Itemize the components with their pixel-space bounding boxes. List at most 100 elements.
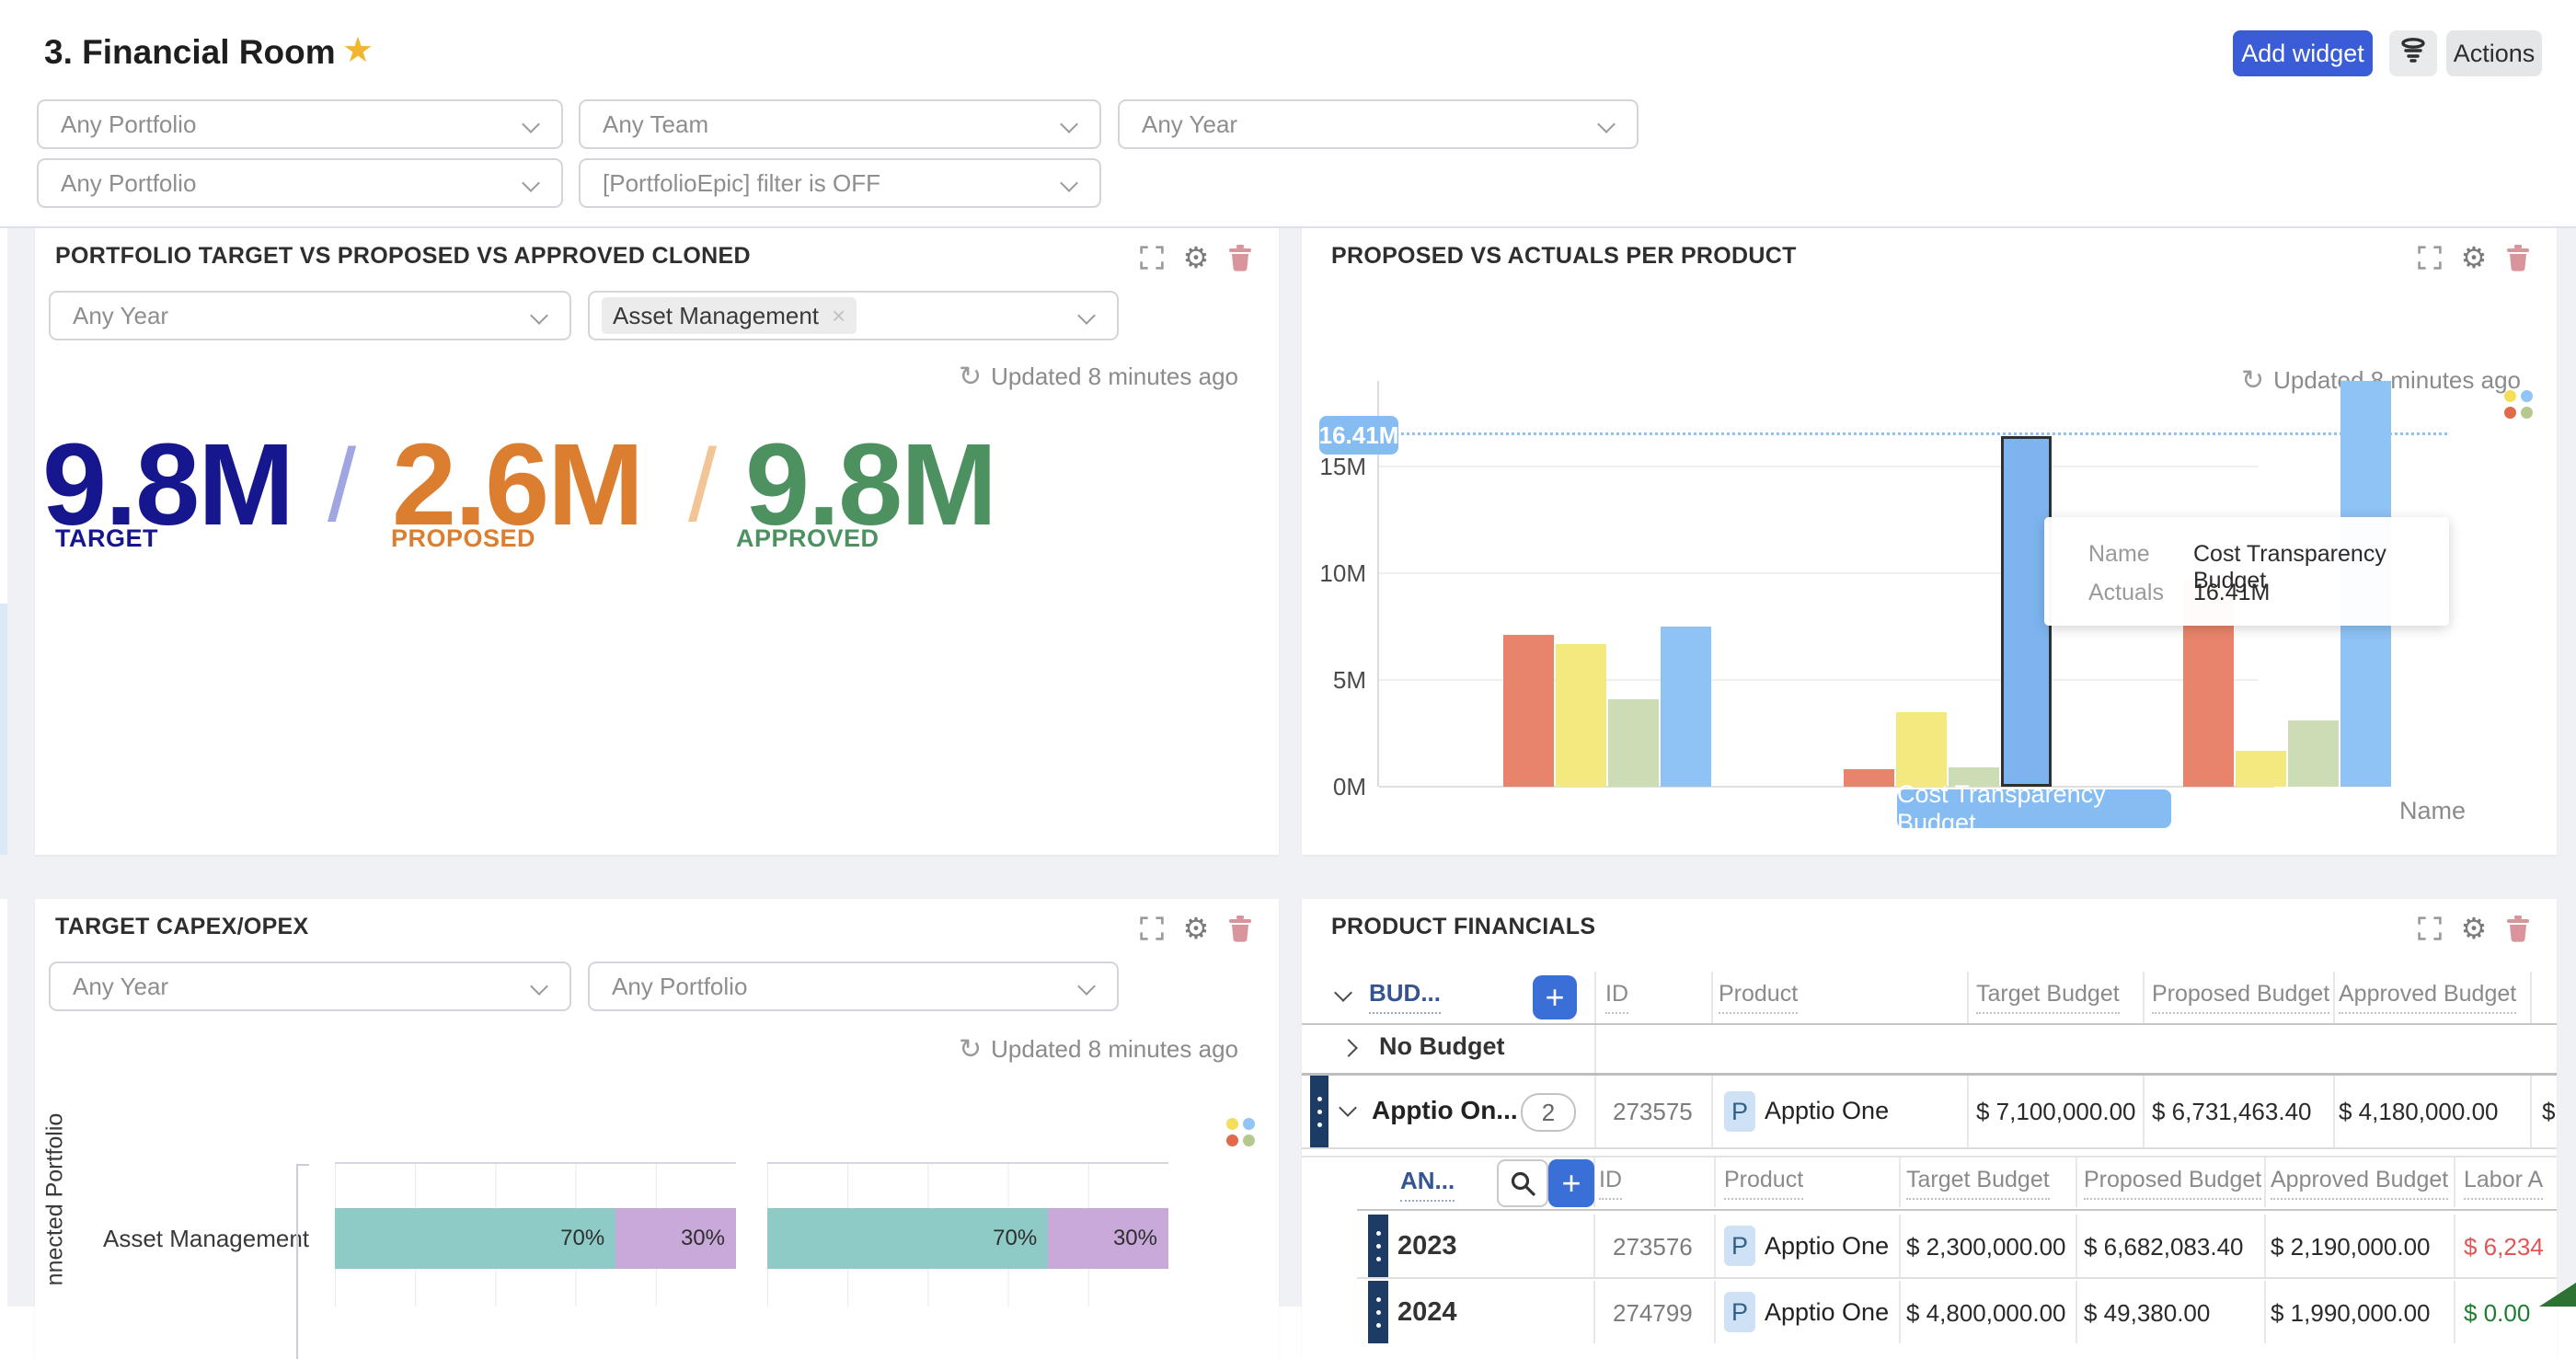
- filter-portfolioepic[interactable]: [PortfolioEpic] filter is OFF: [579, 158, 1101, 208]
- capex-segment[interactable]: 70%: [767, 1208, 1049, 1269]
- drag-handle[interactable]: [1368, 1215, 1388, 1277]
- cell-approved-budget: $ 4,180,000.00: [2339, 1098, 2499, 1125]
- funnel-icon: [2398, 35, 2429, 73]
- chevron-down-icon: [522, 174, 540, 192]
- gridline: [1379, 466, 2259, 467]
- filter-year[interactable]: Any Year: [1118, 99, 1639, 149]
- table-row-2023[interactable]: 2023 273576 P Apptio One $ 2,300,000.00 …: [1302, 1215, 2557, 1277]
- column-header-target[interactable]: Target Budget: [1976, 981, 2120, 1014]
- column-header-target[interactable]: Target Budget: [1906, 1167, 2050, 1200]
- cell-approved-budget: $ 1,990,000.00: [2271, 1299, 2431, 1327]
- chevron-right-icon[interactable]: [1340, 1039, 1358, 1057]
- highlight-threshold-line: [1380, 432, 2447, 435]
- divider: [1302, 1147, 2557, 1149]
- table-row-no-budget[interactable]: No Budget: [1302, 1025, 2557, 1073]
- column-header-approved[interactable]: Approved Budget: [2271, 1167, 2449, 1200]
- chevron-down-icon: [530, 306, 548, 325]
- left-peek-widget-2: [0, 899, 7, 1307]
- gear-icon[interactable]: ⚙: [2460, 241, 2488, 274]
- chevron-down-icon: [530, 977, 548, 996]
- nested-header-row: AN... + ID Product Target Budget Propose…: [1302, 1156, 2557, 1207]
- add-row-button[interactable]: +: [1533, 975, 1577, 1019]
- refresh-icon[interactable]: ↻: [2241, 364, 2265, 396]
- capex-segment[interactable]: 70%: [335, 1208, 616, 1269]
- favorite-star-icon[interactable]: ★: [342, 31, 374, 70]
- drag-handle[interactable]: [1368, 1281, 1388, 1343]
- column-header-product[interactable]: Product: [1724, 1167, 1804, 1200]
- filter-portfolio-2[interactable]: Any Portfolio: [37, 158, 563, 208]
- axis-bracket-tick: [296, 1164, 309, 1166]
- drag-handle[interactable]: [1310, 1076, 1328, 1147]
- cell-proposed-budget: $ 49,380.00: [2084, 1299, 2211, 1327]
- column-header-id[interactable]: ID: [1605, 981, 1628, 1014]
- expand-icon[interactable]: [1137, 243, 1167, 272]
- chevron-down-icon[interactable]: [1334, 984, 1352, 1002]
- gear-icon[interactable]: ⚙: [1182, 241, 1210, 274]
- chevron-down-icon[interactable]: [1339, 1099, 1357, 1117]
- widget-filter-portfolio[interactable]: Asset Management ×: [588, 291, 1119, 340]
- trash-icon[interactable]: [1225, 243, 1255, 272]
- capex-segment[interactable]: 30%: [1048, 1208, 1168, 1269]
- change-visualization-icon[interactable]: [2504, 390, 2533, 419]
- cell-product: Apptio One: [1765, 1298, 1890, 1326]
- tooltip-value: 16.41M: [2193, 580, 2271, 605]
- cell-product: Apptio One: [1765, 1097, 1890, 1124]
- search-button[interactable]: [1497, 1159, 1548, 1207]
- table-row-2024[interactable]: 2024 274799 P Apptio One $ 4,800,000.00 …: [1302, 1281, 2557, 1343]
- bar[interactable]: [1949, 767, 1999, 787]
- column-header-proposed[interactable]: Proposed Budget: [2084, 1167, 2262, 1200]
- gridline: [1379, 572, 2259, 574]
- bar[interactable]: [1556, 644, 1606, 787]
- widget-filter-year[interactable]: Any Year: [49, 291, 571, 340]
- bar[interactable]: [1661, 627, 1711, 787]
- filter-team[interactable]: Any Team: [579, 99, 1101, 149]
- gear-icon[interactable]: ⚙: [2460, 912, 2488, 945]
- trash-icon[interactable]: [2503, 243, 2533, 272]
- column-header-proposed[interactable]: Proposed Budget: [2152, 981, 2330, 1014]
- column-header-approved[interactable]: Approved Budget: [2339, 981, 2517, 1014]
- category-label: Asset Management: [103, 1225, 310, 1252]
- refresh-icon[interactable]: ↻: [959, 1033, 983, 1065]
- bar[interactable]: [1896, 712, 1947, 787]
- bar-selected[interactable]: [2001, 436, 2052, 787]
- expand-icon[interactable]: [1137, 914, 1167, 943]
- change-visualization-icon[interactable]: [1226, 1118, 1255, 1146]
- bar[interactable]: [1844, 769, 1894, 787]
- widget-filter-portfolio[interactable]: Any Portfolio: [588, 962, 1119, 1011]
- column-header-product[interactable]: Product: [1719, 981, 1799, 1014]
- expand-icon[interactable]: [2415, 914, 2444, 943]
- y-tick-0m: 0M: [1332, 773, 1366, 800]
- column-header-id[interactable]: ID: [1599, 1167, 1622, 1200]
- nested-group-by-selector[interactable]: AN...: [1400, 1167, 1455, 1202]
- gear-icon[interactable]: ⚙: [1182, 912, 1210, 945]
- cell-proposed-budget: $ 6,682,083.40: [2084, 1233, 2244, 1261]
- nested-add-row-button[interactable]: +: [1548, 1159, 1594, 1207]
- filter-funnel-button[interactable]: [2389, 30, 2437, 76]
- updated-status: ↻ Updated 8 minutes ago: [959, 1035, 1238, 1064]
- bar[interactable]: [2236, 751, 2286, 787]
- tooltip-value: Cost Transparency Budget: [2193, 541, 2386, 593]
- selected-tag[interactable]: Asset Management ×: [602, 297, 857, 334]
- bar[interactable]: [1608, 699, 1659, 787]
- remove-tag-icon[interactable]: ×: [832, 301, 846, 329]
- expand-icon[interactable]: [2415, 243, 2444, 272]
- trash-icon[interactable]: [1225, 914, 1255, 943]
- filter-portfolio-1[interactable]: Any Portfolio: [37, 99, 563, 149]
- y-tick-5m: 5M: [1332, 666, 1366, 694]
- bar[interactable]: [2288, 720, 2339, 787]
- bar[interactable]: [1503, 635, 1554, 787]
- trash-icon[interactable]: [2503, 914, 2533, 943]
- group-by-selector[interactable]: BUD...: [1369, 979, 1441, 1014]
- add-widget-button[interactable]: Add widget: [2233, 30, 2373, 76]
- chevron-down-icon: [1077, 977, 1096, 996]
- actions-button[interactable]: Actions: [2446, 30, 2542, 76]
- cell-year: 2024: [1397, 1297, 1457, 1327]
- filter-label: Any Portfolio: [612, 972, 748, 1000]
- refresh-icon[interactable]: ↻: [959, 361, 983, 392]
- group-label: Apptio On...: [1372, 1096, 1518, 1124]
- table-row-apptio-group[interactable]: Apptio On... 2 273575 P Apptio One $ 7,1…: [1302, 1076, 2557, 1147]
- widget-filter-year[interactable]: Any Year: [49, 962, 571, 1011]
- capex-segment[interactable]: 30%: [615, 1208, 736, 1269]
- filter-label: Any Year: [1142, 109, 1238, 138]
- column-header-labor[interactable]: Labor A: [2464, 1167, 2544, 1200]
